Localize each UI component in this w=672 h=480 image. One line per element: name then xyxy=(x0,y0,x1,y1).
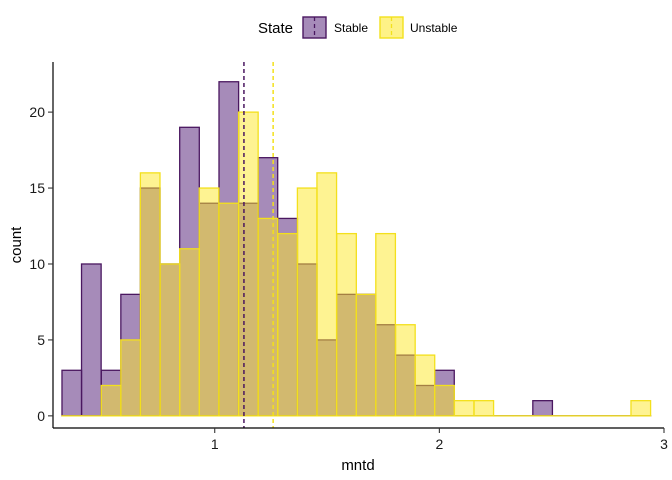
bar-unstable-20 xyxy=(453,400,475,417)
x-axis-title: mntd xyxy=(341,457,374,474)
mean-lines-layer xyxy=(243,62,274,428)
bar-unstable-7 xyxy=(198,187,220,417)
legend-label-unstable: Unstable xyxy=(410,21,458,35)
bar-unstable-5 xyxy=(159,263,181,417)
bar-unstable-13 xyxy=(316,172,338,417)
y-tick-label-20: 20 xyxy=(29,104,45,120)
bar-unstable-14 xyxy=(336,232,357,417)
bar-unstable-21 xyxy=(473,400,495,417)
bar-unstable-8 xyxy=(218,202,240,417)
legend-title: State xyxy=(258,20,293,37)
bar-unstable-6 xyxy=(179,248,200,417)
x-tick-label-1: 1 xyxy=(211,436,219,452)
bars-layer xyxy=(61,81,652,417)
bar-stable-0 xyxy=(61,369,83,417)
y-tick-label-10: 10 xyxy=(29,256,45,272)
y-axis-title: count xyxy=(8,226,25,264)
y-tick-label-0: 0 xyxy=(37,408,45,424)
legend-label-stable: Stable xyxy=(334,21,368,35)
series-unstable xyxy=(61,111,652,417)
legend-item-stable: Stable xyxy=(302,16,368,39)
bar-unstable-18 xyxy=(414,354,436,417)
y-tick-label-5: 5 xyxy=(37,332,45,348)
bar-stable-1 xyxy=(80,263,102,417)
bar-unstable-16 xyxy=(375,232,397,417)
bar-unstable-10 xyxy=(257,217,279,417)
bar-unstable-17 xyxy=(394,324,416,417)
bar-unstable-4 xyxy=(139,172,161,417)
bar-unstable-19 xyxy=(434,384,455,417)
bar-unstable-29 xyxy=(630,400,652,417)
bar-unstable-11 xyxy=(277,232,299,417)
bar-stable-24 xyxy=(532,400,554,417)
legend: State Stable Unstable xyxy=(258,16,458,39)
legend-item-unstable: Unstable xyxy=(379,16,458,39)
y-tick-label-15: 15 xyxy=(29,180,45,196)
bar-unstable-3 xyxy=(120,339,142,417)
bar-unstable-2 xyxy=(100,384,122,417)
x-tick-label-3: 3 xyxy=(660,436,668,452)
x-tick-label-2: 2 xyxy=(435,436,443,452)
x-axis-ticks: 1 2 3 xyxy=(211,428,668,452)
bar-unstable-15 xyxy=(355,293,377,417)
bar-unstable-9 xyxy=(237,111,259,417)
y-axis-ticks: 0 5 10 15 20 xyxy=(29,104,53,424)
bar-unstable-12 xyxy=(296,187,318,417)
